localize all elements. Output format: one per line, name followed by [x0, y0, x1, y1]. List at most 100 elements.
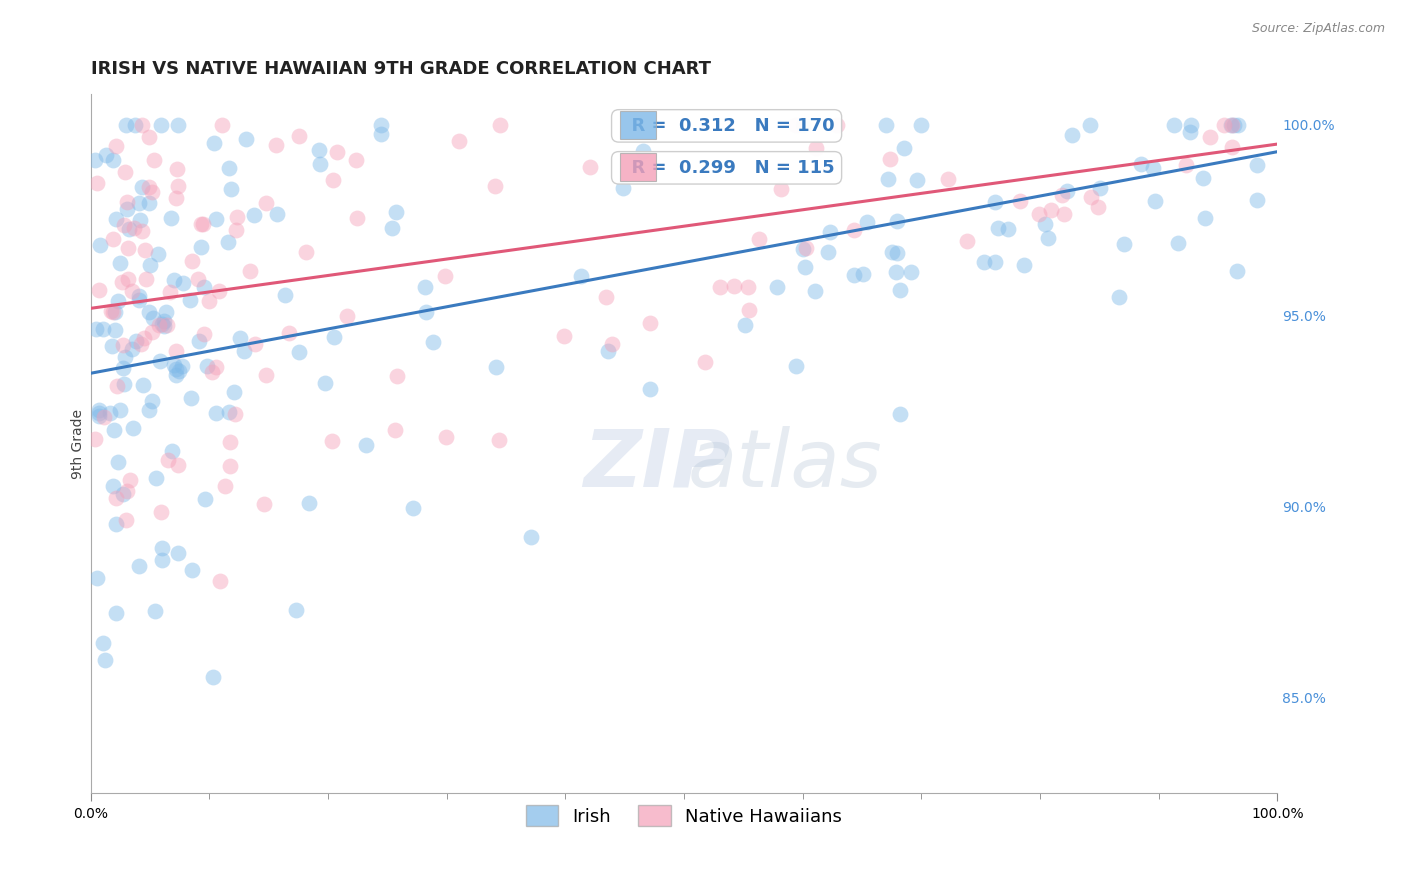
Point [1192, 171, 1215, 186]
Point [1053, 207, 1076, 221]
Point [295, 244, 318, 259]
Point [107, 455, 129, 469]
Point [131, 118, 153, 132]
Point [87, 283, 110, 297]
Point [1246, 194, 1268, 208]
Point [804, 284, 827, 298]
Point [121, 421, 143, 435]
Point [447, 134, 470, 148]
Point [434, 430, 457, 444]
Point [128, 213, 150, 227]
Point [900, 265, 922, 279]
Text: atlas: atlas [688, 425, 883, 504]
Legend: Irish, Native Hawaiians: Irish, Native Hawaiians [519, 798, 849, 833]
Point [103, 153, 125, 168]
Point [354, 438, 377, 452]
Point [1163, 118, 1185, 132]
Point [202, 136, 225, 151]
Point [602, 336, 624, 351]
Point [115, 513, 138, 527]
Point [115, 483, 138, 498]
Point [211, 118, 233, 132]
Point [121, 343, 143, 357]
Point [326, 145, 349, 159]
Point [278, 326, 301, 340]
Point [1144, 194, 1167, 208]
Point [114, 165, 136, 179]
Point [124, 118, 146, 132]
Point [612, 181, 634, 195]
Point [321, 434, 343, 449]
Point [167, 178, 190, 193]
Point [86, 177, 108, 191]
Point [131, 180, 153, 194]
Point [100, 339, 122, 353]
Point [886, 245, 908, 260]
Point [346, 211, 368, 225]
Point [93, 409, 115, 424]
Point [156, 318, 179, 332]
Point [1130, 157, 1153, 171]
Point [129, 337, 152, 351]
Point [1078, 118, 1101, 132]
Point [987, 221, 1010, 235]
Point [308, 143, 330, 157]
Point [380, 221, 402, 235]
Point [384, 423, 406, 437]
Point [111, 360, 134, 375]
Point [101, 232, 124, 246]
Point [138, 195, 160, 210]
Point [1040, 203, 1063, 218]
Point [94, 653, 117, 667]
Point [936, 172, 959, 186]
Point [239, 264, 262, 278]
Point [141, 185, 163, 199]
Point [422, 334, 444, 349]
Point [115, 195, 138, 210]
Point [139, 258, 162, 272]
Point [1180, 118, 1202, 132]
Point [87, 406, 110, 420]
Point [150, 118, 173, 132]
Point [631, 144, 654, 158]
Text: R =  0.299   N = 115: R = 0.299 N = 115 [619, 159, 834, 177]
Point [748, 232, 770, 246]
Point [104, 491, 127, 506]
Point [737, 279, 759, 293]
Point [415, 305, 437, 319]
Point [159, 285, 181, 299]
Point [84, 153, 107, 167]
Point [153, 314, 176, 328]
Point [105, 516, 128, 531]
Point [889, 407, 911, 421]
Point [111, 275, 134, 289]
Point [187, 334, 209, 348]
Point [195, 359, 218, 374]
Point [104, 211, 127, 226]
Point [165, 362, 187, 376]
Point [484, 178, 506, 193]
Point [806, 141, 828, 155]
Point [385, 368, 408, 383]
Point [135, 272, 157, 286]
Point [111, 338, 134, 352]
Point [131, 224, 153, 238]
Point [520, 530, 543, 544]
Point [115, 202, 138, 216]
Point [336, 309, 359, 323]
Point [100, 304, 122, 318]
Point [125, 334, 148, 348]
Point [1142, 161, 1164, 175]
Point [121, 284, 143, 298]
Point [232, 344, 254, 359]
Point [214, 479, 236, 493]
Point [1220, 140, 1243, 154]
Point [308, 157, 330, 171]
Point [314, 376, 336, 391]
Point [115, 118, 138, 132]
Point [842, 268, 865, 283]
Point [84, 322, 107, 336]
Point [1219, 118, 1241, 132]
Point [274, 287, 297, 301]
Point [793, 260, 815, 274]
